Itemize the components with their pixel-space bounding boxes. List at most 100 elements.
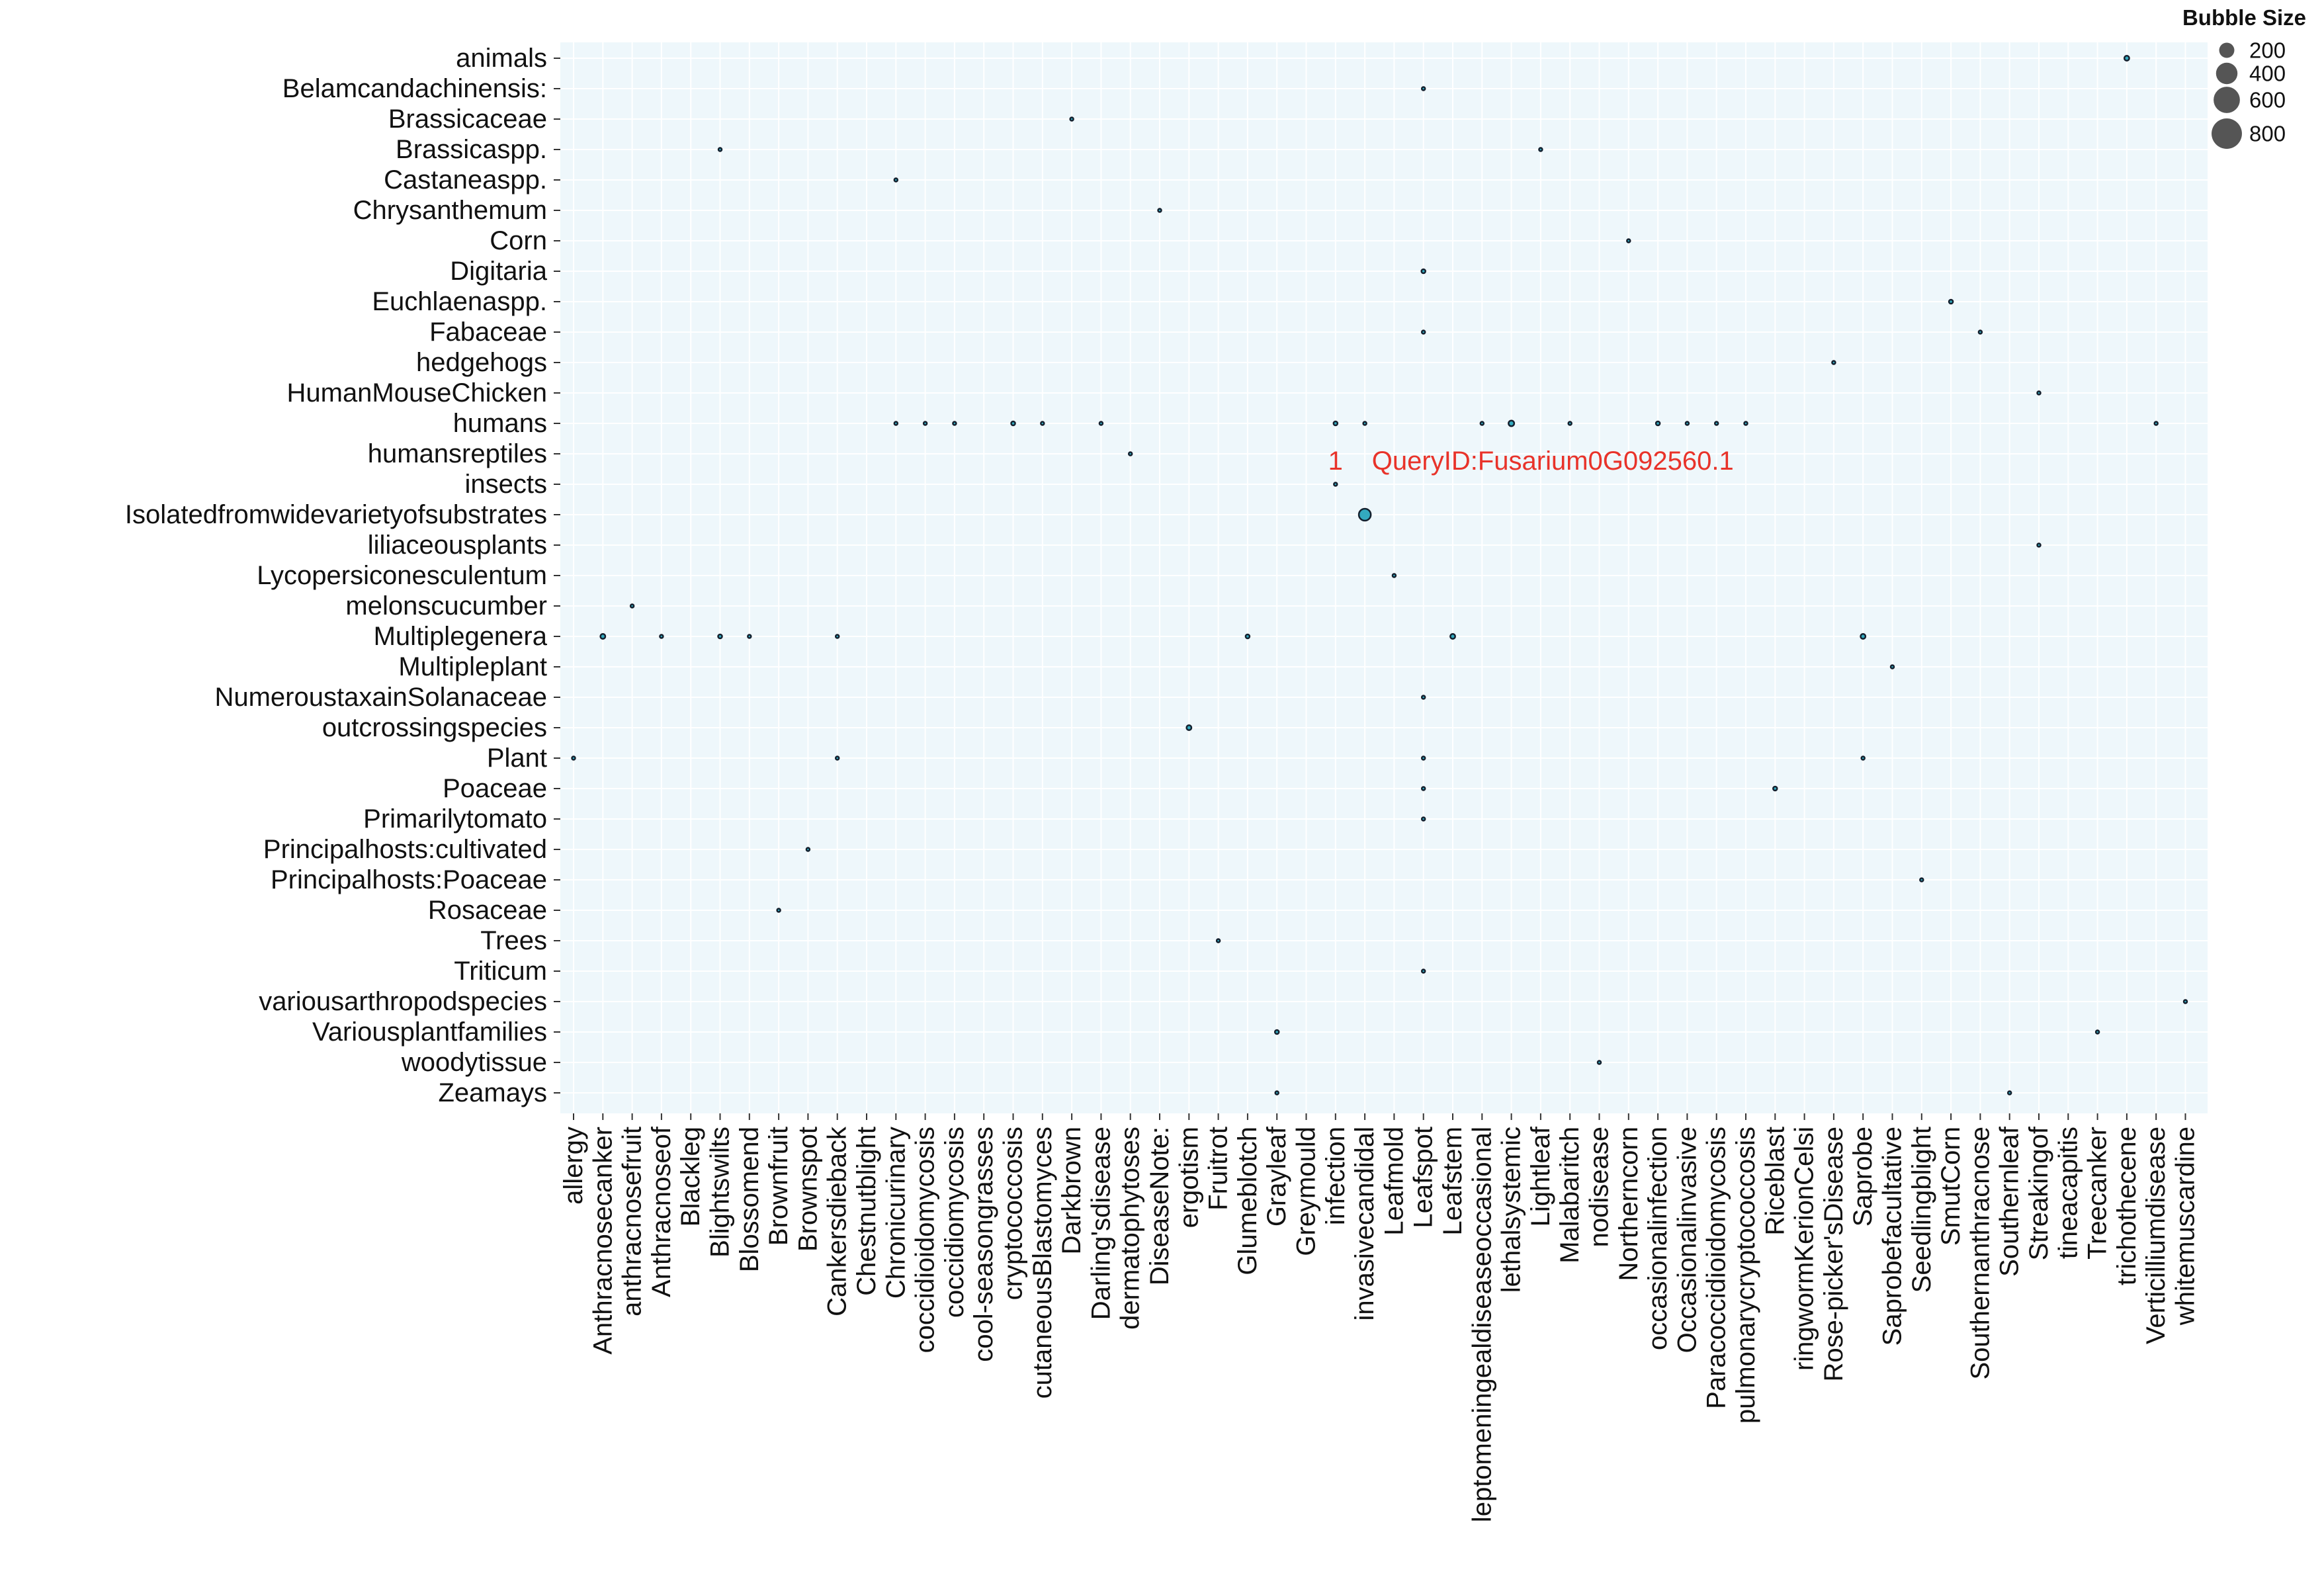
x-tick-label: SmutCorn [1936, 1127, 1965, 1246]
y-tick-label: Variousplantfamilies [312, 1017, 547, 1047]
x-tick-label: occasionalinfection [1643, 1127, 1672, 1350]
y-tick-label: Lycopersiconesculentum [257, 561, 547, 590]
x-tick-label: cool-seasongrasses [969, 1127, 998, 1362]
data-point-nodisease--woodytissue [1596, 1060, 1602, 1065]
x-tick-label: coccidioidomycosis [911, 1127, 940, 1353]
data-point-pulmonarycryptococcosis--humans [1743, 421, 1748, 426]
x-tick-label: cutaneousBlastomyces [1028, 1127, 1057, 1398]
data-point-leafspot--triticum [1420, 968, 1426, 974]
y-tick-label: Brassicaceae [388, 105, 547, 134]
data-point-anthracnosefruit--melonscucumber [629, 603, 635, 609]
data-point-coccidioidomycosis--humans [922, 421, 928, 426]
x-tick-label: infection [1321, 1127, 1350, 1225]
y-tick-label: Euchlaenaspp. [372, 287, 547, 316]
x-tick-label: lethalsystemic [1497, 1127, 1526, 1293]
x-tick-label: Anthracnosecanker [588, 1127, 617, 1355]
annotation-label: QueryID:Fusarium0G092560.1 [1372, 447, 1734, 476]
data-point-cankersdieback--multiplegenera [834, 634, 840, 639]
data-point-diseasenote--chrysanthemum [1157, 208, 1162, 213]
x-tick-label: Lightleaf [1526, 1126, 1555, 1226]
data-point-leafstem--multiplegenera [1449, 633, 1456, 640]
x-tick-label: Riceblast [1760, 1127, 1789, 1236]
data-point-anthracnosecanker--multiplegenera [599, 633, 607, 640]
x-tick-label: DiseaseNote: [1145, 1127, 1174, 1285]
data-point-blossomend--multiplegenera [747, 634, 752, 639]
data-point-chronicurinary--humans [893, 421, 899, 426]
y-tick-label: Poaceae [443, 774, 547, 803]
data-point-lethalsystemic--humans [1508, 419, 1516, 427]
data-point-verticilliumdisease--humans [2153, 421, 2159, 426]
legend-label-400: 400 [2249, 62, 2286, 86]
x-tick-label: Fruitrot [1204, 1127, 1233, 1211]
data-point-streakingof--humanmousechicken [2036, 390, 2042, 396]
legend-label-200: 200 [2249, 38, 2286, 63]
x-tick-label: Southernleaf [1995, 1126, 2024, 1277]
x-tick-label: Anthracnoseof [647, 1126, 676, 1297]
data-point-infection--humans [1332, 420, 1339, 427]
x-tick-label: Rose-picker'sDisease [1819, 1127, 1848, 1382]
data-point-lightleaf--brassicaspp [1538, 147, 1543, 152]
y-tick-label: Castaneaspp. [384, 165, 547, 194]
data-point-invasivecandidal--humans [1362, 421, 1367, 426]
data-point-saprobefacultative--multipleplant [1889, 664, 1895, 669]
data-point-leafmold--lycopersiconesculentum [1391, 573, 1397, 578]
legend-bubble-200 [2219, 42, 2235, 58]
x-tick-label: Brownspot [793, 1127, 822, 1252]
y-tick-label: Primarilytomato [363, 804, 547, 834]
data-point-treecanker--variousplantfamilies [2094, 1029, 2100, 1035]
y-tick-label: NumeroustaxainSolanaceae [214, 683, 547, 712]
y-axis: animalsBelamcandachinensis:BrassicaceaeB… [125, 44, 560, 1107]
data-point-rose-picker-sdisease--hedgehogs [1831, 360, 1836, 365]
data-point-southernanthracnose--fabaceae [1977, 329, 1983, 335]
x-tick-label: Verticilliumdisease [2141, 1127, 2171, 1344]
x-tick-label: Southernanthracnose [1965, 1127, 1995, 1380]
data-point-leafspot--numeroustaxainsolanaceae [1420, 695, 1426, 700]
data-point-darkbrown--brassicaceae [1069, 116, 1074, 122]
x-tick-label: leptomeningealdiseaseoccasional [1467, 1127, 1496, 1522]
y-tick-label: Brassicaspp. [396, 135, 547, 164]
data-point-infection--insects [1333, 482, 1338, 487]
y-tick-label: variousarthropodspecies [259, 987, 547, 1016]
plot-panel [560, 42, 2208, 1113]
x-tick-label: ringwormKerionCelsi [1790, 1127, 1819, 1371]
data-point-blightswilts--brassicaspp [717, 147, 723, 152]
data-point-leafspot--plant [1420, 755, 1426, 761]
y-tick-label: Multiplegenera [374, 622, 548, 651]
data-point-dermatophytoses--humansreptiles [1127, 451, 1133, 456]
y-tick-label: Rosaceae [428, 896, 547, 925]
data-point-whitemuscardine--variousarthropodspecies [2182, 999, 2188, 1004]
x-tick-label: Cankersdieback [823, 1126, 852, 1316]
x-tick-label: cryptococcosis [999, 1127, 1028, 1300]
data-point-brownspot--principalhosts-cultivated [805, 847, 811, 852]
x-tick-label: Greymould [1292, 1127, 1321, 1256]
data-point-occasionalinfection--humans [1655, 420, 1661, 427]
data-point-saprobe--multiplegenera [1860, 633, 1867, 640]
x-tick-label: Seedlingblight [1907, 1127, 1936, 1293]
x-tick-label: nodisease [1585, 1127, 1614, 1247]
x-tick-label: Treecanker [2083, 1127, 2112, 1260]
x-tick-label: whitemuscardine [2171, 1127, 2200, 1326]
data-point-brownfruit--rosaceae [776, 908, 781, 913]
y-tick-label: hedgehogs [416, 348, 547, 377]
x-tick-label: invasivecandidal [1350, 1127, 1379, 1321]
query-annotation: 1 QueryID:Fusarium0G092560.1 [1328, 447, 1734, 476]
data-point-leafspot--primarilytomato [1420, 816, 1426, 822]
x-tick-label: Chronicurinary [881, 1127, 910, 1299]
grid-lines [560, 42, 2208, 1113]
y-tick-label: Plant [487, 744, 547, 773]
y-tick-label: animals [456, 44, 547, 73]
data-point-cankersdieback--plant [834, 755, 840, 761]
x-axis: allergy Anthracnosecanker anthracnosefruit… [559, 1113, 2200, 1522]
data-point-smutcorn--euchlaenaspp [1948, 298, 1954, 305]
data-point-blightswilts--multiplegenera [717, 633, 723, 640]
y-tick-label: melonscucumber [345, 591, 547, 621]
y-tick-label: Isolatedfromwidevarietyofsubstrates [125, 500, 547, 529]
x-tick-label: Occasionalinvasive [1672, 1127, 1701, 1353]
x-tick-label: Chestnutblight [852, 1127, 881, 1296]
y-tick-label: Principalhosts:cultivated [263, 835, 547, 864]
x-tick-label: dermatophytoses [1116, 1127, 1145, 1330]
y-tick-label: humansreptiles [368, 439, 547, 468]
